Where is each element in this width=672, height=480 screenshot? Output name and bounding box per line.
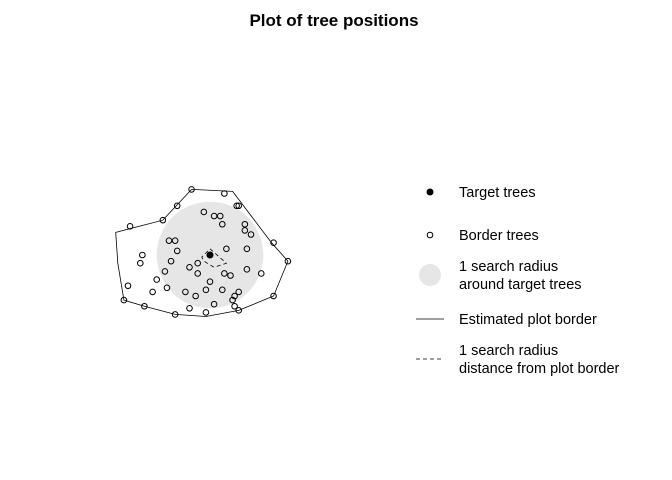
border-tree-point <box>210 300 218 308</box>
border-tree-point <box>231 302 238 310</box>
border-tree-point <box>120 296 128 304</box>
legend-item: 1 search radius around target trees <box>419 259 582 293</box>
border-tree-point <box>194 270 201 277</box>
border-tree-point <box>186 305 193 312</box>
legend-label-line: 1 search radius <box>459 343 558 359</box>
border-tree-point <box>173 247 181 255</box>
legend-label-line: Border trees <box>459 228 539 244</box>
legend-label: 1 search radius distance from plot border <box>459 343 620 377</box>
border-tree-point <box>163 284 171 292</box>
border-tree-point <box>235 288 242 296</box>
legend-item: 1 search radius distance from plot border <box>416 343 620 377</box>
border-tree-point <box>235 202 242 210</box>
border-tree-point <box>165 237 173 244</box>
legend-label-line: distance from plot border <box>459 361 620 377</box>
border-tree-point <box>149 288 156 296</box>
border-tree-point <box>194 259 201 267</box>
border-tree-point <box>219 220 226 228</box>
border-tree-point <box>243 266 251 273</box>
legend-label-line: Target trees <box>459 185 536 201</box>
legend: Target trees Border trees 1 search radius a… <box>416 185 620 377</box>
legend-item: Estimated plot border <box>416 312 597 328</box>
legend-label: Estimated plot border <box>459 312 597 328</box>
border-tree-point <box>284 257 292 265</box>
border-tree-point <box>141 302 148 310</box>
border-tree-point <box>233 202 240 210</box>
border-tree-point <box>241 227 249 234</box>
plot-area <box>115 186 292 318</box>
legend-label: 1 search radius around target trees <box>459 259 582 293</box>
chart-title: Plot of tree positions <box>249 11 418 30</box>
border-tree-point <box>159 216 167 224</box>
border-tree-point <box>227 272 234 279</box>
legend-radius-symbol <box>419 264 441 286</box>
legend-label: Target trees <box>459 185 536 201</box>
border-tree-point <box>210 212 218 220</box>
border-tree-point <box>241 220 249 228</box>
legend-label-line: 1 search radius <box>459 259 558 275</box>
border-tree-point <box>173 202 181 210</box>
border-tree-point <box>257 270 265 277</box>
border-tree-point <box>186 264 193 271</box>
border-tree-point <box>192 292 199 300</box>
border-tree-point <box>223 245 230 253</box>
border-tree-point <box>188 186 195 193</box>
target-tree-point <box>206 251 214 259</box>
border-tree-point <box>171 311 179 318</box>
border-tree-point <box>243 245 251 253</box>
border-tree-point <box>270 239 277 246</box>
border-tree-point <box>161 268 169 275</box>
border-tree-point <box>126 223 134 230</box>
border-tree-point <box>200 208 208 216</box>
border-tree-point <box>137 259 144 267</box>
border-tree-point <box>270 292 277 300</box>
border-tree-point <box>221 190 228 197</box>
border-tree-point <box>216 212 224 220</box>
border-tree-point <box>235 307 242 314</box>
border-tree-point <box>202 286 210 294</box>
legend-label-line: around target trees <box>459 277 582 293</box>
border-tree-point <box>221 270 228 277</box>
border-tree-point <box>182 288 189 296</box>
border-tree-point <box>219 286 226 294</box>
border-tree-point <box>153 276 160 283</box>
legend-label-line: Estimated plot border <box>459 312 597 328</box>
legend-border-symbol <box>426 231 434 239</box>
legend-label: Border trees <box>459 228 539 244</box>
border-tree-point <box>124 282 132 290</box>
legend-target-symbol <box>426 188 434 196</box>
legend-item: Target trees <box>426 185 536 201</box>
border-tree-point <box>139 251 146 259</box>
border-tree-point <box>247 231 255 238</box>
border-tree-point <box>202 309 210 316</box>
border-tree-point <box>229 296 236 304</box>
legend-item: Border trees <box>426 228 539 244</box>
border-tree-point <box>167 257 175 265</box>
border-tree-point <box>171 237 179 244</box>
border-tree-point <box>206 278 214 285</box>
